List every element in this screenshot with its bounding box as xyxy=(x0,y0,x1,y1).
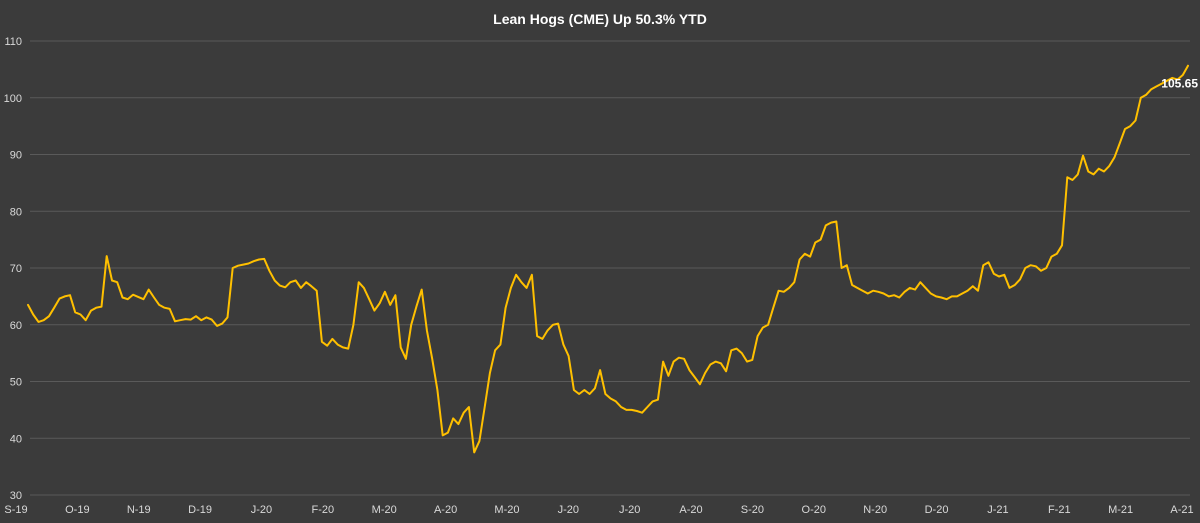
x-tick-label: O-19 xyxy=(65,504,89,516)
y-tick-label: 80 xyxy=(10,206,22,218)
x-tick-label: A-21 xyxy=(1170,504,1193,516)
chart-title: Lean Hogs (CME) Up 50.3% YTD xyxy=(493,11,707,27)
y-tick-label: 70 xyxy=(10,263,22,275)
x-tick-label: N-20 xyxy=(863,504,887,516)
y-tick-labels: 30 40 50 60 70 80 90 100 110 xyxy=(4,36,22,502)
x-tick-label: F-21 xyxy=(1048,504,1071,516)
x-tick-label: J-20 xyxy=(558,504,579,516)
series-line xyxy=(27,64,1189,454)
y-tick-label: 50 xyxy=(10,377,22,389)
x-tick-label: A-20 xyxy=(434,504,457,516)
y-tick-label: 90 xyxy=(10,150,22,162)
x-tick-label: J-20 xyxy=(619,504,640,516)
x-tick-label: D-19 xyxy=(188,504,212,516)
x-tick-label: M-21 xyxy=(1108,504,1133,516)
x-tick-label: F-20 xyxy=(312,504,335,516)
y-tick-label: 60 xyxy=(10,320,22,332)
x-tick-label: J-20 xyxy=(251,504,272,516)
x-tick-label: D-20 xyxy=(925,504,949,516)
x-tick-label: O-20 xyxy=(802,504,826,516)
x-tick-label: A-20 xyxy=(679,504,702,516)
x-tick-label: M-20 xyxy=(494,504,519,516)
gridlines xyxy=(30,40,1190,496)
x-tick-label: J-21 xyxy=(987,504,1008,516)
x-tick-label: S-20 xyxy=(741,504,764,516)
x-tick-label: S-19 xyxy=(4,504,27,516)
x-tick-labels: S-19 O-19 N-19 D-19 J-20 F-20 M-20 A-20 M-20 J-20… xyxy=(4,504,1193,516)
y-tick-label: 100 xyxy=(4,93,22,105)
last-value-label: 105.65 xyxy=(1161,77,1198,91)
y-tick-label: 30 xyxy=(10,490,22,502)
x-tick-label: N-19 xyxy=(127,504,151,516)
y-tick-label: 110 xyxy=(4,36,22,48)
y-tick-label: 40 xyxy=(10,433,22,445)
x-tick-label: M-20 xyxy=(372,504,397,516)
